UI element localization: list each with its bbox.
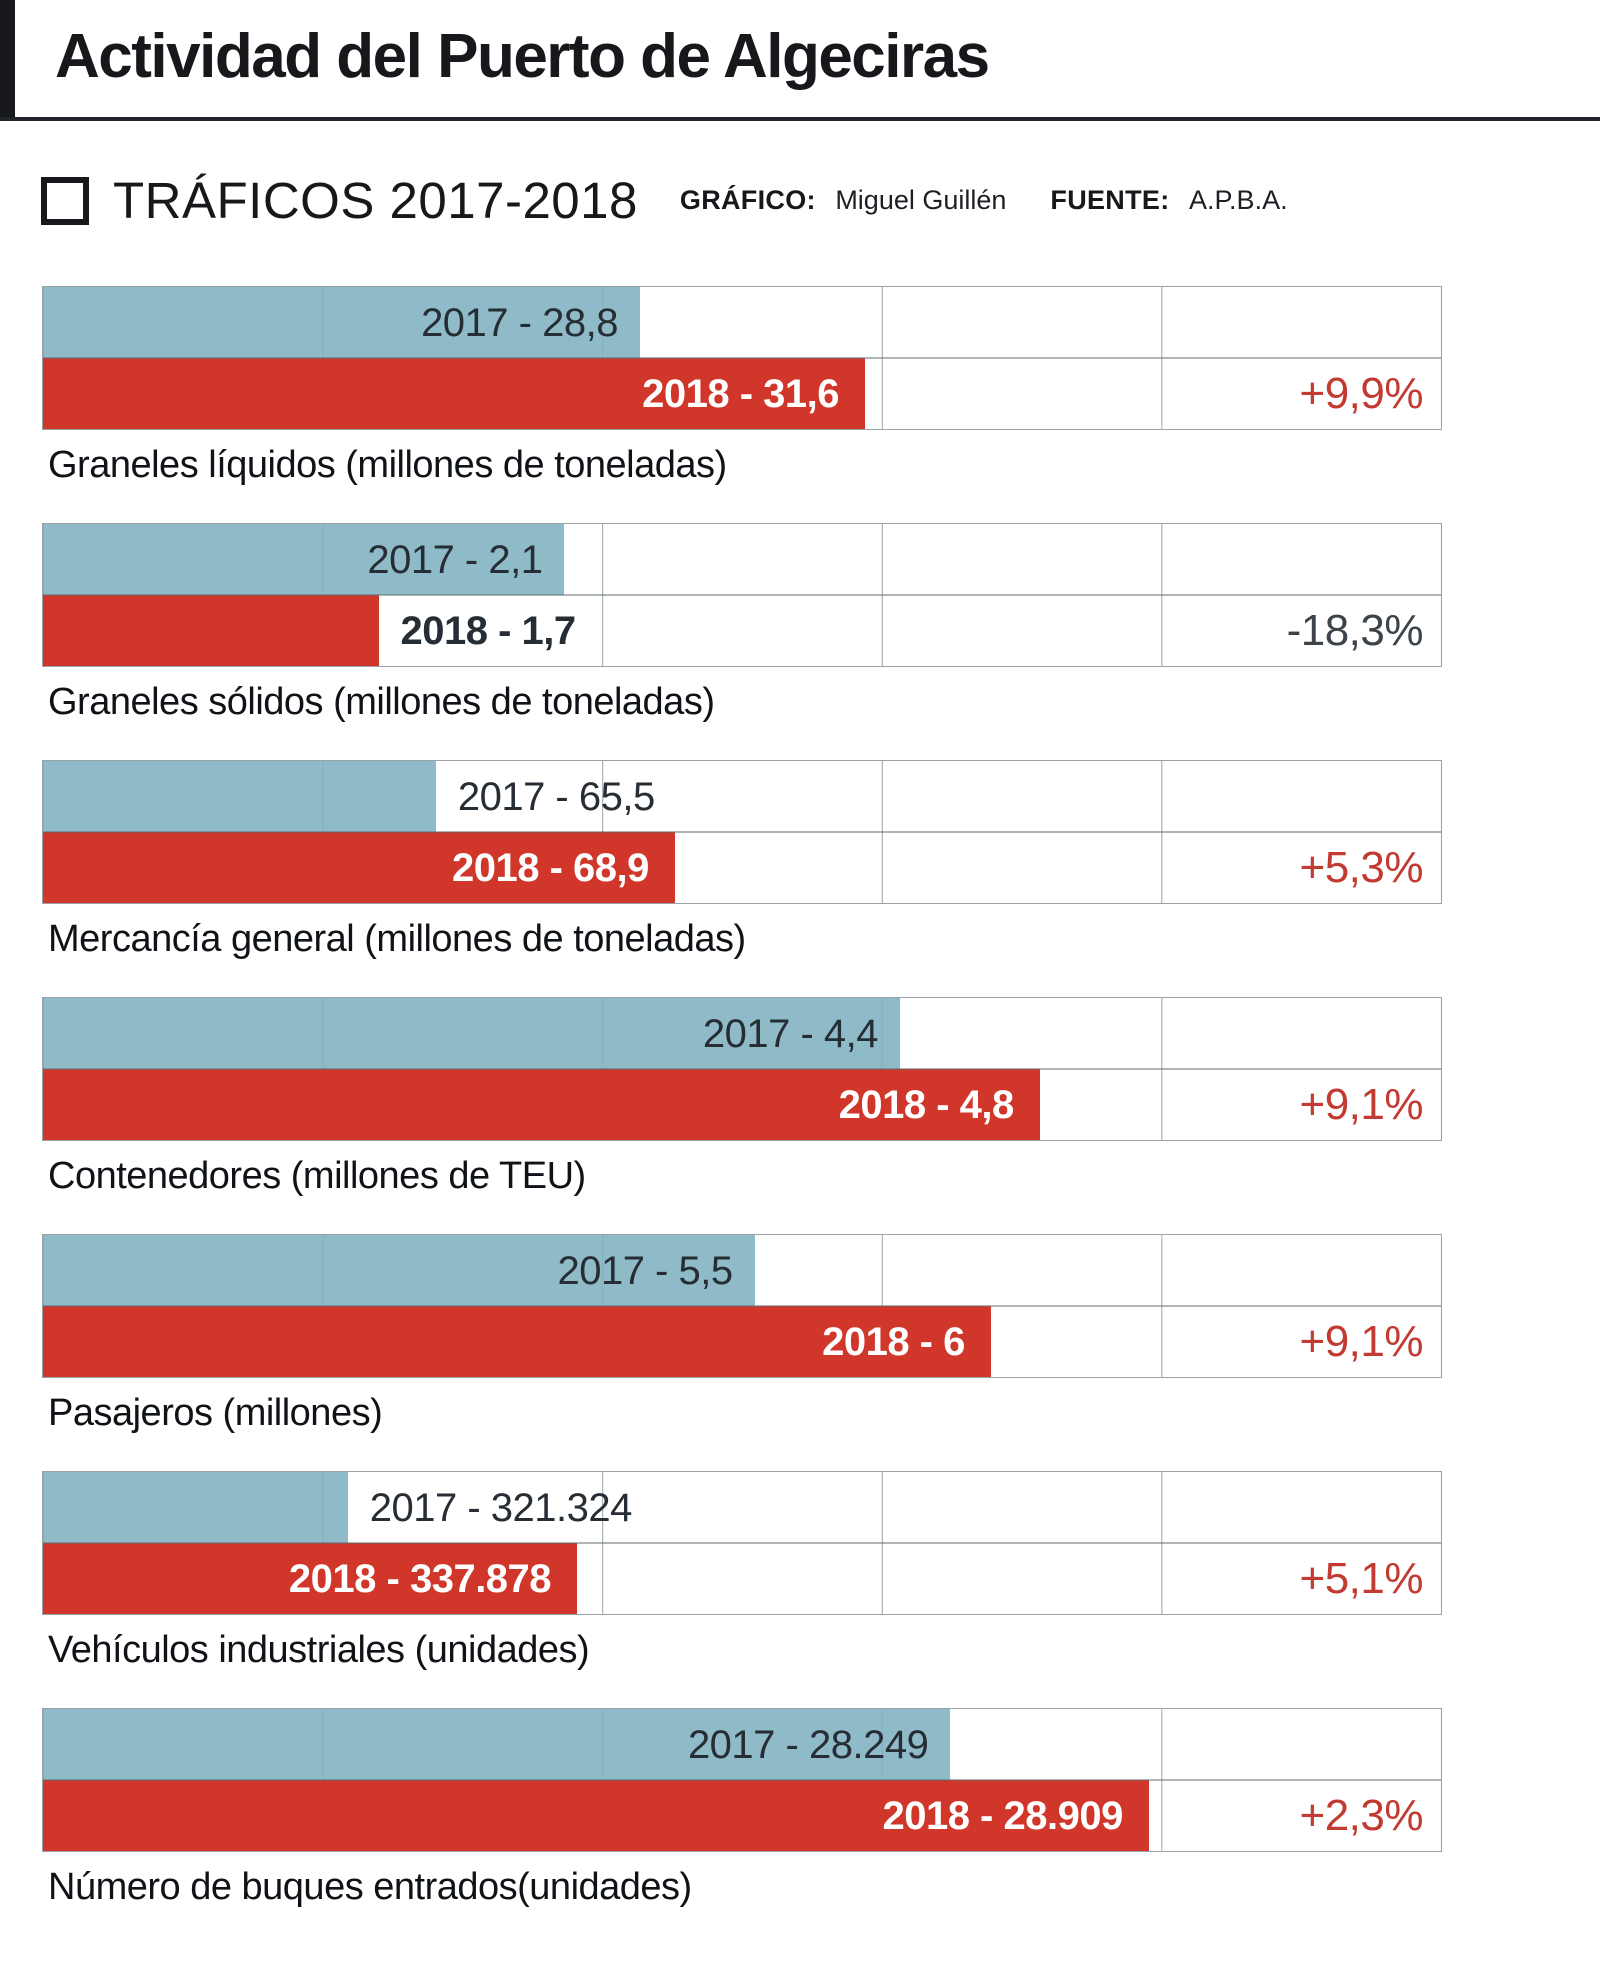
bar-2018-label: 2018 - 68,9 bbox=[452, 846, 649, 891]
bar-grid: 2017 - 65,5 2018 - 68,9 +5,3% bbox=[42, 760, 1442, 905]
bar-2017-label: 2017 - 4,4 bbox=[702, 1012, 879, 1057]
category-label: Vehículos industriales (unidades) bbox=[48, 1629, 590, 1672]
row-divider bbox=[43, 1305, 1441, 1308]
bar-2018-label: 2018 - 337.878 bbox=[288, 1557, 552, 1602]
row-divider bbox=[43, 1068, 1441, 1071]
bar-2018 bbox=[43, 595, 379, 667]
bar-2018 bbox=[43, 1069, 1040, 1141]
traffic-block: 2017 - 65,5 2018 - 68,9 +5,3% Mercancía … bbox=[42, 760, 1442, 961]
traffic-block: 2017 - 2,1 2018 - 1,7 -18,3% Graneles só… bbox=[42, 523, 1442, 724]
bar-2017 bbox=[43, 287, 640, 359]
bar-2017 bbox=[43, 524, 565, 596]
category-label: Número de buques entrados(unidades) bbox=[48, 1866, 692, 1909]
bar-2018-label: 2018 - 1,7 bbox=[400, 609, 577, 654]
traffic-block: 2017 - 28,8 2018 - 31,6 +9,9% Graneles l… bbox=[42, 286, 1442, 487]
bar-grid: 2017 - 28.249 2018 - 28.909 +2,3% bbox=[42, 1708, 1442, 1853]
bar-grid: 2017 - 4,4 2018 - 4,8 +9,1% bbox=[42, 997, 1442, 1142]
section-header: TRÁFICOS 2017-2018 GRÁFICO: Miguel Guill… bbox=[41, 171, 1600, 230]
bar-2018-label: 2018 - 4,8 bbox=[838, 1083, 1015, 1128]
source-credit: FUENTE: A.P.B.A. bbox=[1050, 185, 1287, 216]
category-label: Contenedores (millones de TEU) bbox=[48, 1155, 586, 1198]
graphic-credit: GRÁFICO: Miguel Guillén bbox=[680, 185, 1007, 216]
bar-2017-label: 2017 - 28.249 bbox=[687, 1723, 929, 1768]
change-percent: +9,1% bbox=[1299, 1080, 1424, 1130]
bar-grid: 2017 - 5,5 2018 - 6 +9,1% bbox=[42, 1234, 1442, 1379]
bar-2018 bbox=[43, 1543, 578, 1615]
bar-grid: 2017 - 2,1 2018 - 1,7 -18,3% bbox=[42, 523, 1442, 668]
row-divider bbox=[43, 1542, 1441, 1545]
traffic-block: 2017 - 321.324 2018 - 337.878 +5,1% Vehí… bbox=[42, 1471, 1442, 1672]
traffic-block: 2017 - 4,4 2018 - 4,8 +9,1% Contenedores… bbox=[42, 997, 1442, 1198]
graphic-credit-label: GRÁFICO: bbox=[679, 185, 816, 216]
category-label: Graneles sólidos (millones de toneladas) bbox=[48, 681, 715, 724]
bar-2018 bbox=[43, 358, 866, 430]
row-divider bbox=[43, 1779, 1441, 1782]
bar-2017-label: 2017 - 28,8 bbox=[421, 301, 618, 346]
bar-grid: 2017 - 321.324 2018 - 337.878 +5,1% bbox=[42, 1471, 1442, 1616]
bar-2017-label: 2017 - 2,1 bbox=[367, 538, 543, 583]
bar-2018-label: 2018 - 28.909 bbox=[882, 1794, 1123, 1839]
bar-2018 bbox=[43, 1306, 991, 1378]
masthead: Actividad del Puerto de Algeciras bbox=[0, 0, 1600, 122]
traffic-block: 2017 - 5,5 2018 - 6 +9,1% Pasajeros (mil… bbox=[42, 1234, 1442, 1435]
bar-2018 bbox=[43, 1780, 1149, 1852]
bar-grid: 2017 - 28,8 2018 - 31,6 +9,9% bbox=[42, 286, 1442, 431]
bar-2017-label: 2017 - 5,5 bbox=[557, 1249, 733, 1294]
change-percent: +9,1% bbox=[1299, 1317, 1424, 1367]
bar-2018 bbox=[43, 832, 675, 904]
category-label: Pasajeros (millones) bbox=[48, 1392, 383, 1435]
bar-2017 bbox=[43, 998, 900, 1070]
page-title: Actividad del Puerto de Algeciras bbox=[55, 22, 990, 91]
change-percent: +5,1% bbox=[1299, 1554, 1424, 1604]
change-percent: +5,3% bbox=[1299, 843, 1424, 893]
bar-2017 bbox=[43, 761, 436, 833]
row-divider bbox=[43, 831, 1441, 834]
bar-2017 bbox=[43, 1709, 951, 1781]
graphic-credit-value: Miguel Guillén bbox=[835, 185, 1007, 216]
bar-2017 bbox=[43, 1235, 755, 1307]
category-label: Graneles líquidos (millones de toneladas… bbox=[48, 444, 727, 487]
traffic-block: 2017 - 28.249 2018 - 28.909 +2,3% Número… bbox=[42, 1708, 1442, 1909]
source-credit-label: FUENTE: bbox=[1050, 185, 1170, 216]
category-label: Mercancía general (millones de toneladas… bbox=[48, 918, 746, 961]
source-credit-value: A.P.B.A. bbox=[1189, 185, 1288, 216]
bar-2017 bbox=[43, 1472, 348, 1544]
row-divider bbox=[43, 357, 1441, 360]
bar-2017-label: 2017 - 65,5 bbox=[457, 775, 655, 820]
row-divider bbox=[43, 594, 1441, 597]
change-percent: -18,3% bbox=[1286, 606, 1424, 656]
bar-2018-label: 2018 - 31,6 bbox=[642, 372, 840, 417]
credits: GRÁFICO: Miguel Guillén FUENTE: A.P.B.A. bbox=[680, 185, 1288, 216]
change-percent: +9,9% bbox=[1299, 369, 1424, 419]
title-block: Actividad del Puerto de Algeciras bbox=[0, 0, 1600, 118]
section-square-icon bbox=[41, 176, 89, 225]
section-title: TRÁFICOS 2017-2018 bbox=[113, 172, 638, 230]
traffic-chart: 2017 - 28,8 2018 - 31,6 +9,9% Graneles l… bbox=[42, 286, 1600, 1909]
bar-2017-label: 2017 - 321.324 bbox=[369, 1486, 633, 1531]
bar-2018-label: 2018 - 6 bbox=[822, 1320, 965, 1365]
change-percent: +2,3% bbox=[1299, 1791, 1424, 1841]
